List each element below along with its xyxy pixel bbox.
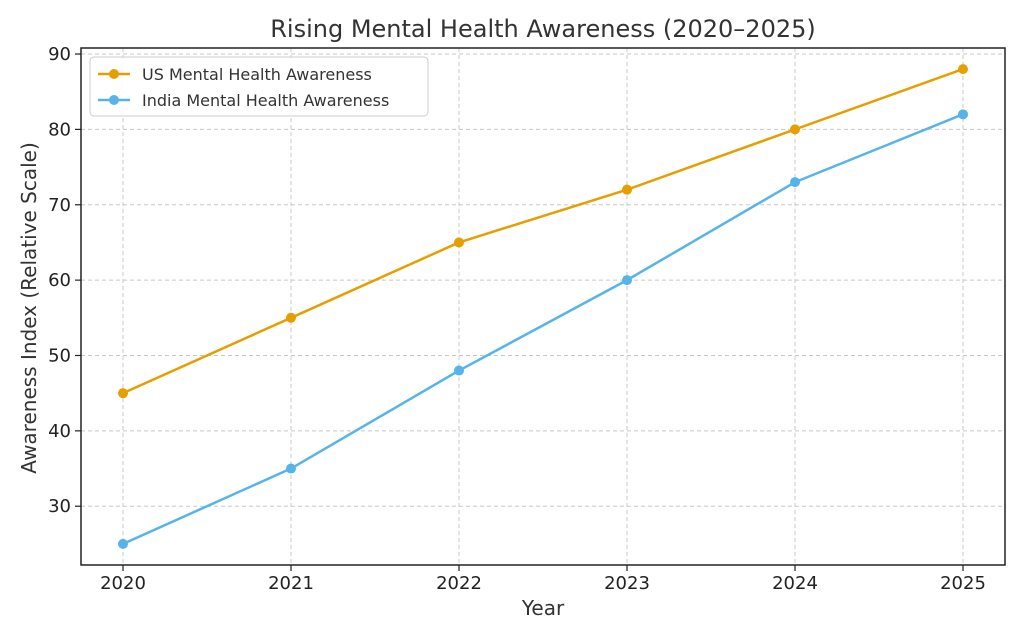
y-tick-label: 90 — [48, 44, 71, 65]
plot-frame — [80, 47, 1006, 566]
x-tick-label: 2021 — [268, 573, 314, 594]
legend-box — [89, 56, 429, 117]
y-axis-label: Awareness Index (Relative Scale) — [17, 142, 41, 474]
series-line-india — [122, 113, 964, 546]
series-line-us — [122, 67, 964, 395]
data-point-us — [118, 388, 128, 399]
series-layer — [118, 64, 968, 549]
x-tick-label: 2022 — [436, 573, 482, 594]
chart-title: Rising Mental Health Awareness (2020–202… — [270, 15, 816, 43]
y-tick-label: 70 — [48, 195, 71, 216]
y-tick-label: 30 — [48, 496, 71, 517]
axes: 2020 2021 2022 2023 2024 2025 30 40 50 60 70 80 90 — [48, 44, 1006, 594]
data-point-india — [286, 463, 296, 474]
x-axis-label: Year — [521, 596, 565, 620]
data-point-us — [622, 184, 632, 195]
x-tick-label: 2023 — [604, 573, 650, 594]
x-tick-label: 2024 — [772, 573, 818, 594]
data-point-india — [958, 109, 968, 120]
data-point-us — [790, 124, 800, 135]
x-tick-label: 2020 — [100, 573, 146, 594]
legend-swatch-marker — [109, 95, 119, 105]
y-tick-label: 60 — [48, 270, 71, 291]
y-tick-label: 40 — [48, 421, 71, 442]
data-point-india — [454, 365, 464, 376]
legend-swatch-marker — [109, 69, 119, 79]
data-point-india — [790, 177, 800, 188]
legend-entry-label: US Mental Health Awareness — [142, 65, 372, 84]
legend: US Mental Health Awareness India Mental H… — [89, 56, 429, 117]
legend-entry-label: India Mental Health Awareness — [142, 91, 389, 110]
y-tick-label: 80 — [48, 119, 71, 140]
data-point-india — [622, 275, 632, 286]
data-point-india — [118, 538, 128, 549]
grid — [81, 48, 1005, 565]
data-point-us — [958, 64, 968, 75]
y-tick-label: 50 — [48, 345, 71, 366]
x-tick-label: 2025 — [940, 573, 986, 594]
data-point-us — [286, 312, 296, 323]
data-point-us — [454, 237, 464, 248]
